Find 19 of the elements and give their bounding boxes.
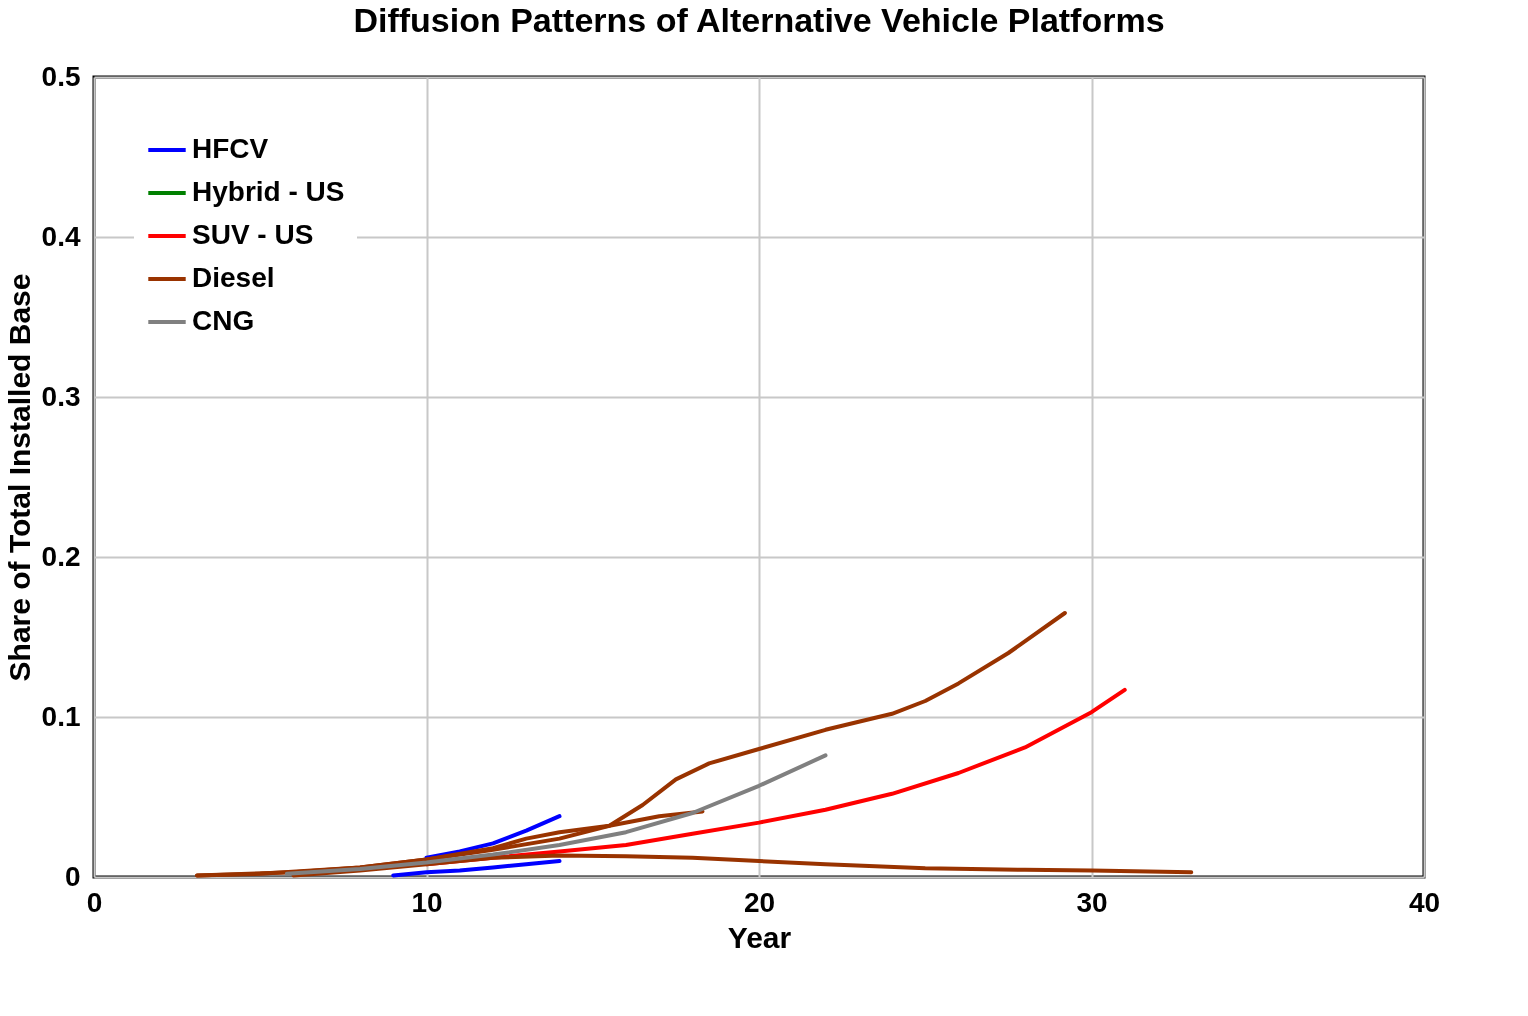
x-tick-label: 10	[411, 886, 443, 918]
y-axis-title: Share of Total Installed Base	[2, 273, 36, 682]
x-axis-title: Year	[727, 920, 792, 954]
x-tick-label: 30	[1076, 886, 1108, 918]
legend-label: HFCV	[192, 133, 269, 164]
x-tick-label: 20	[743, 886, 776, 918]
y-tick-label: 0.2	[41, 540, 81, 572]
chart-title: Diffusion Patterns of Alternative Vehicle Platforms	[353, 1, 1165, 39]
y-tick-label: 0.5	[41, 60, 81, 92]
y-tick-label: 0.4	[41, 220, 81, 252]
legend-label: Hybrid - US	[192, 176, 345, 207]
x-tick-label: 40	[1408, 886, 1441, 918]
y-tick-label: 0.1	[41, 700, 81, 732]
x-tick-label: 0	[86, 886, 103, 918]
legend-label: SUV - US	[192, 219, 314, 250]
legend-label: Diesel	[192, 262, 275, 293]
legend-label: CNG	[192, 305, 255, 336]
y-tick-label: 0.3	[41, 380, 81, 412]
y-tick-label: 0	[64, 860, 81, 892]
